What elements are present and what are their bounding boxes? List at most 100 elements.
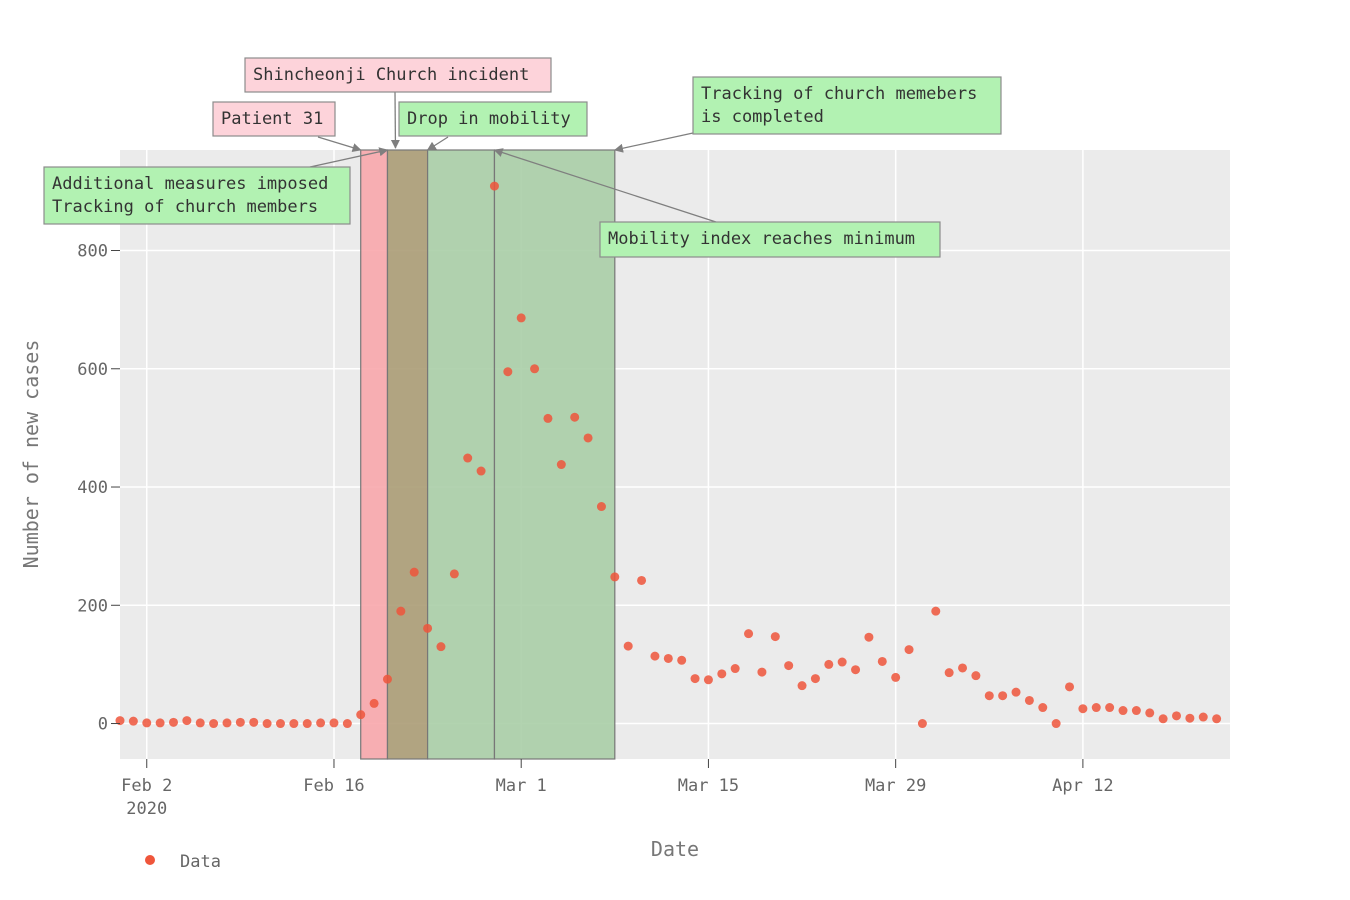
shaded-region [386,149,429,760]
data-point [1158,714,1168,724]
data-point [864,632,874,642]
y-tick-label: 200 [77,596,108,616]
data-point [476,466,486,476]
data-point [690,674,700,684]
data-point [503,367,513,377]
shaded-region [360,149,389,760]
data-point [382,674,392,684]
data-point [1038,703,1048,713]
data-point [128,716,138,726]
data-point [1212,714,1222,724]
annotation-arrow [317,136,362,152]
data-point [677,655,687,665]
data-point [396,606,406,616]
data-point [663,653,673,663]
data-points [115,181,1222,729]
annotation-tracking: Tracking of church memebers is completed [613,76,1002,153]
data-point [436,642,446,652]
data-point [1118,706,1128,716]
data-point [717,669,727,679]
data-point [222,718,232,728]
shaded-region [426,149,496,760]
data-point [356,710,366,720]
data-point [837,657,847,667]
data-point [289,719,299,729]
data-point [249,717,259,727]
annotation-text: Tracking of church members [52,197,318,217]
legend: Data [145,852,221,872]
data-point [703,675,713,685]
data-point [1198,712,1208,722]
data-point [650,651,660,661]
data-point [877,656,887,666]
data-point [570,412,580,422]
data-point [262,719,272,729]
annotation-text: Tracking of church memebers [701,84,977,104]
data-point [449,569,459,579]
annotation-box [398,101,588,137]
data-point [984,691,994,701]
data-point [1105,703,1115,713]
data-point [637,575,647,585]
annotation-box [692,76,1002,135]
data-point [1091,703,1101,713]
data-point [342,719,352,729]
data-point [409,567,419,577]
data-point [275,719,285,729]
annotation-text: Shincheonji Church incident [253,65,529,85]
annotation-text: Mobility index reaches minimum [608,229,915,249]
data-point [583,433,593,443]
data-point [891,672,901,682]
annotation-text: is completed [701,107,824,127]
y-tick-label: 600 [77,360,108,380]
annotation-box [244,57,552,93]
data-point [543,413,553,423]
shaded-region [493,149,616,760]
data-point [824,659,834,669]
annotation-arrow [426,136,449,151]
data-point [115,716,125,726]
annotation-text: Additional measures imposed [52,174,328,194]
data-point [1024,695,1034,705]
data-point [917,719,927,729]
x-tick-label: Apr 12 [1052,776,1113,796]
x-tick-label: Feb 16 [303,776,364,796]
annotation-arrow [613,132,694,153]
annotation-church: Shincheonji Church incident [244,57,552,149]
legend-label: Data [180,852,221,872]
x-tick-label: Feb 2 [121,776,172,796]
data-point [931,606,941,616]
data-point [797,681,807,691]
data-point [623,641,633,651]
shaded-regions [360,149,616,760]
data-point [971,671,981,681]
x-tick-label: Mar 15 [678,776,739,796]
annotation-text: Drop in mobility [407,109,571,129]
x-axis-title: Date [651,837,699,861]
data-point [958,663,968,673]
legend-marker [145,855,155,865]
annotation-box [599,221,941,258]
data-point [744,629,754,639]
data-point [142,718,152,728]
y-tick-label: 0 [98,715,108,735]
annotation-arrow [493,148,717,223]
data-point [155,718,165,728]
data-point [168,717,178,727]
data-point [423,623,433,633]
data-point [209,719,219,729]
data-point [556,460,566,470]
data-point [489,181,499,191]
data-point [235,717,245,727]
x-tick-label: Mar 29 [865,776,926,796]
data-point [516,313,526,323]
data-point [1185,713,1195,723]
data-point [530,364,540,374]
annotation-box [43,166,351,225]
data-point [1172,711,1182,721]
data-point [944,668,954,678]
annotation-drop: Drop in mobility [398,101,588,151]
x-tick-sublabel: 2020 [126,799,167,819]
data-point [810,674,820,684]
data-point [369,698,379,708]
